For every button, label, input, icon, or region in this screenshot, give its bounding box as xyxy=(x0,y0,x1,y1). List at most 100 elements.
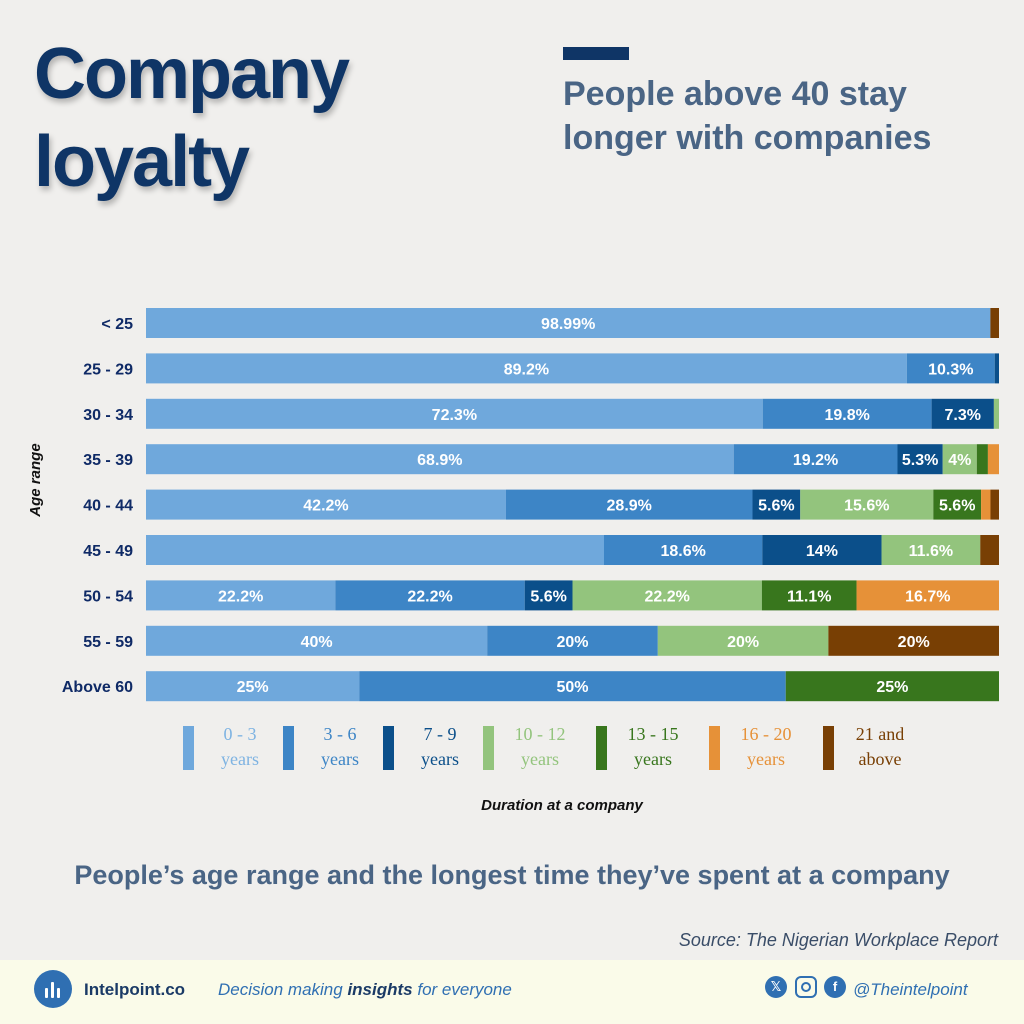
legend-swatch xyxy=(483,726,494,770)
bar-segment xyxy=(785,671,999,702)
subtitle: People above 40 stay longer with compani… xyxy=(563,72,1003,160)
bar-segment xyxy=(761,580,857,611)
data-label: 5.6% xyxy=(758,498,794,515)
tagline-pre: Decision making xyxy=(218,980,348,999)
bar-segment xyxy=(146,353,907,384)
social-handle[interactable]: @Theintelpoint xyxy=(853,980,968,999)
bar-segment xyxy=(906,353,995,384)
bar-segment xyxy=(897,444,943,475)
bar-segment xyxy=(933,489,982,520)
bar-segment xyxy=(146,625,488,656)
data-label: 22.2% xyxy=(218,588,263,605)
bar-segment xyxy=(856,580,999,611)
data-label: 28.9% xyxy=(607,498,652,515)
legend-swatch xyxy=(709,726,720,770)
data-label: 42.2% xyxy=(303,498,348,515)
data-label: 40% xyxy=(301,634,333,651)
y-axis-label: Age range xyxy=(27,443,44,517)
legend-swatch xyxy=(283,726,294,770)
category-label: 45 - 49 xyxy=(83,543,133,560)
category-label: Above 60 xyxy=(62,679,133,696)
bar-segment xyxy=(828,625,999,656)
x-axis-label: Duration at a company xyxy=(481,797,643,814)
title-line-2: loyalty xyxy=(34,122,250,202)
tagline-bold: insights xyxy=(347,980,413,999)
bar-segment xyxy=(942,444,977,475)
bar-segment xyxy=(994,353,999,384)
bar-segment xyxy=(733,444,898,475)
bar-segment xyxy=(335,580,525,611)
data-label: 25% xyxy=(876,679,908,696)
bar-segment xyxy=(146,308,991,338)
category-label: < 25 xyxy=(101,316,133,333)
bar-segment xyxy=(976,444,988,475)
bar-segment xyxy=(572,580,762,611)
bar-segment xyxy=(146,671,360,702)
legend-swatch xyxy=(596,726,607,770)
category-label: 40 - 44 xyxy=(83,498,133,515)
data-label: 18.6% xyxy=(660,543,705,560)
bar-segment xyxy=(931,398,994,429)
brand-name[interactable]: Intelpoint.co xyxy=(84,980,186,999)
legend-label: 13 - 15 years xyxy=(627,724,679,769)
bar-segment xyxy=(800,489,934,520)
bar-segment xyxy=(505,489,753,520)
data-label: 10.3% xyxy=(928,361,973,378)
tagline: Decision making insights for everyone xyxy=(218,980,512,1000)
category-label: 35 - 39 xyxy=(83,452,133,469)
bar-segment xyxy=(146,444,734,475)
data-label: 11.6% xyxy=(909,543,953,560)
legend-swatch xyxy=(383,726,394,770)
legend-label: 21 and above xyxy=(855,724,905,769)
bar-segment xyxy=(524,580,573,611)
data-label: 20% xyxy=(556,634,588,651)
bar-segment xyxy=(487,625,658,656)
data-label: 14% xyxy=(806,543,838,560)
data-label: 15.6% xyxy=(844,498,889,515)
data-label: 20% xyxy=(727,634,759,651)
legend-label: 0 - 3 years xyxy=(221,724,259,769)
data-label: 50% xyxy=(556,679,588,696)
x-icon[interactable]: 𝕏 xyxy=(765,976,787,998)
bar-segment xyxy=(881,535,981,565)
stacked-bar-chart: Age range < 25 98.99% 25 - 29 89.2% 10.3% 30 -… xyxy=(27,308,999,702)
bar-segment xyxy=(762,535,882,565)
subtitle-line-2: longer with companies xyxy=(563,119,932,157)
data-label: 89.2% xyxy=(504,361,549,378)
bar-segment xyxy=(657,625,829,656)
data-label: 4% xyxy=(948,452,971,469)
instagram-icon[interactable] xyxy=(795,976,817,998)
bar-segment xyxy=(981,489,991,520)
legend-label: 7 - 9 years xyxy=(421,724,459,769)
data-label: 25% xyxy=(237,679,269,696)
source-note: Source: The Nigerian Workplace Report xyxy=(678,930,998,950)
bar-segment xyxy=(980,535,999,565)
bar-segment xyxy=(146,489,506,520)
bar-segment xyxy=(990,489,999,520)
data-label: 22.2% xyxy=(644,588,689,605)
data-label: 7.3% xyxy=(945,407,981,424)
subtitle-line-1: People above 40 stay xyxy=(563,75,907,113)
category-label: 25 - 29 xyxy=(83,361,133,378)
bar-segment xyxy=(603,535,763,565)
legend-swatch xyxy=(823,726,834,770)
bar-segment xyxy=(987,444,999,475)
page-title: Company loyalty xyxy=(34,30,454,206)
facebook-icon[interactable]: f xyxy=(824,976,846,998)
data-label: 11.1% xyxy=(787,588,831,605)
bar-segment xyxy=(359,671,786,702)
title-line-1: Company xyxy=(34,34,350,114)
data-label: 68.9% xyxy=(417,452,462,469)
legend-label: 10 - 12 years xyxy=(514,724,566,769)
bar-segment xyxy=(993,398,999,429)
footer: Intelpoint.co Decision making insights f… xyxy=(0,960,1024,1024)
data-label: 19.2% xyxy=(793,452,838,469)
category-label: 30 - 34 xyxy=(83,407,133,424)
bar-segment xyxy=(762,398,932,429)
intelpoint-logo-icon xyxy=(34,970,72,1008)
legend-swatch xyxy=(183,726,194,770)
bar-segment xyxy=(752,489,801,520)
data-label: 22.2% xyxy=(407,588,452,605)
data-label: 5.6% xyxy=(939,498,975,515)
data-label: 98.99% xyxy=(541,316,595,333)
